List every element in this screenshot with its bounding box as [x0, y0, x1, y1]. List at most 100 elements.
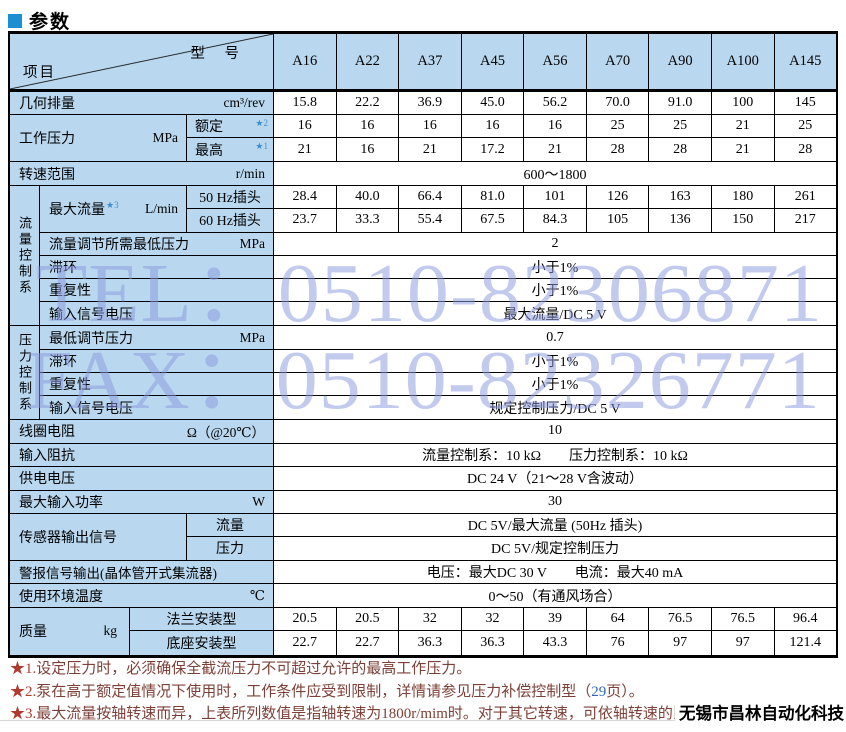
row-pressure-hysteresis: 滞环 小于1%	[40, 349, 836, 373]
row-pressure-min-adjust: 最低调节压力 MPa 0.7	[40, 326, 836, 350]
table-cell: 25	[587, 115, 650, 138]
alarm-output-value: 电压：最大DC 30 V 电流：最大40 mA	[426, 566, 684, 582]
star-icon: ★2.	[10, 683, 37, 700]
flow-hysteresis-label-cell: 滞环	[40, 255, 274, 279]
row-mass-flange: 法兰安装型 20.5 20.5 32 32 39 64 76.5 76.5 96.4	[130, 607, 836, 632]
table-cell: 76	[587, 631, 650, 655]
model-header-cells: A16 A22 A37 A45 A56 A70 A90 A100 A145	[274, 34, 836, 89]
table-cell: 33.3	[337, 208, 400, 232]
table-cell: 15.8	[274, 92, 337, 115]
supply-voltage-label-cell: 供电电压	[10, 467, 274, 490]
ambient-temp-value: 0～50（有通风场合）	[488, 589, 622, 605]
table-cell: 145	[794, 95, 816, 111]
row-flow-hysteresis: 滞环 小于1%	[40, 255, 836, 280]
table-cell: A56	[524, 34, 587, 89]
flow-repeatability-value: 小于1%	[531, 284, 579, 300]
table-cell: 28	[649, 138, 712, 162]
table-cell: 23.7	[274, 208, 337, 232]
table-cell: A45	[462, 34, 525, 89]
row-sensor-pressure: 压力 DC 5V/规定控制压力	[187, 536, 836, 560]
table-cell: 76.5	[712, 607, 775, 631]
table-cell: 22.7	[337, 631, 400, 655]
mass-flange-values: 20.5 20.5 32 32 39 64 76.5 76.5 96.4	[274, 607, 836, 631]
rated-sublabel-cell: 额定 ★2	[187, 115, 274, 138]
table-cell: 22.2	[337, 92, 400, 115]
table-cell: A22	[337, 34, 400, 89]
hz50-sublabel-cell: 50 Hz插头	[187, 185, 274, 208]
table-cell: 67.5	[462, 208, 525, 232]
speed-range-label-cell: 转速范围 r/min	[10, 162, 274, 185]
row-ambient-temp: 使用环境温度 ℃ 0～50（有通风场合）	[10, 584, 836, 608]
table-cell: 25	[798, 118, 813, 134]
row-working-pressure: 工作压力 MPa 额定 ★2 16 16 16 16 16 25 25 21 25 最高 ★1	[10, 115, 836, 163]
table-cell: 84.3	[524, 208, 587, 232]
speed-range-value: 600～1800	[523, 167, 587, 183]
pressure-input-signal-label-cell: 输入信号电压	[40, 396, 274, 420]
sensor-flow-sublabel-cell: 流量	[187, 514, 274, 536]
coil-resistance-label-cell: 线圈电阻 Ω（@20℃）	[10, 420, 274, 443]
hz60-sublabel-cell: 60 Hz插头	[187, 208, 274, 232]
table-cell: 17.2	[462, 138, 525, 162]
row-flow-min-pressure: 流量调节所需最低压力 MPa 2	[40, 232, 836, 256]
row-pressure-max: 最高 ★1 21 16 21 17.2 21 28 28 21 28	[187, 138, 836, 162]
flow-60hz-values: 23.7 33.3 55.4 67.5 84.3 105 136 150 217	[274, 208, 836, 232]
table-cell: 91.0	[649, 92, 712, 115]
row-flow-60hz: 60 Hz插头 23.7 33.3 55.4 67.5 84.3 105 136 150 217	[187, 208, 836, 232]
row-sensor-flow: 流量 DC 5V/最大流量 (50Hz 插头)	[187, 514, 836, 537]
table-cell: 40.0	[337, 185, 400, 208]
max-input-power-value: 30	[548, 493, 562, 509]
coil-resistance-value: 10	[548, 423, 562, 439]
flow-input-signal-label-cell: 输入信号电压	[40, 302, 274, 326]
table-cell: 64	[587, 607, 650, 631]
row-pressure-rated: 额定 ★2 16 16 16 16 16 25 25 21 25	[187, 115, 836, 139]
pressure-repeatability-value: 小于1%	[531, 377, 579, 393]
sensor-pressure-value: DC 5V/规定控制压力	[491, 542, 619, 558]
table-cell: 96.4	[793, 610, 818, 626]
max-input-power-label-cell: 最大输入功率 W	[10, 490, 274, 513]
footnote-3: ★3.最大流量按轴转速而异，上表所列数值是指轴转速为1800r/mim时。对于其…	[10, 706, 688, 722]
max-flow-label-cell: 最大流量★3 L/min	[40, 185, 187, 232]
row-input-impedance: 输入阻抗 流量控制系：10 kΩ 压力控制系：10 kΩ	[10, 443, 836, 468]
table-cell: 261	[794, 188, 816, 204]
table-cell: A37	[399, 34, 462, 89]
footnote-1: ★1.设定压力时，必须确保全截流压力不可超过允许的最高工作压力。	[10, 661, 472, 677]
table-cell: 32	[462, 607, 525, 631]
table-cell: A90	[649, 34, 712, 89]
displacement-values: 15.8 22.2 36.9 45.0 56.2 70.0 91.0 100 145	[274, 92, 836, 115]
table-cell: 16	[462, 115, 525, 138]
page-edge-divider	[0, 720, 846, 721]
table-cell: 21	[524, 138, 587, 162]
table-cell: 22.7	[274, 631, 337, 655]
row-coil-resistance: 线圈电阻 Ω（@20℃） 10	[10, 420, 836, 444]
flow-min-pressure-label-cell: 流量调节所需最低压力 MPa	[40, 232, 274, 255]
pressure-hysteresis-label-cell: 滞环	[40, 349, 274, 372]
table-cell: 121.4	[789, 634, 822, 650]
mass-base-sublabel-cell: 底座安装型	[130, 631, 274, 655]
table-cell: 25	[649, 115, 712, 138]
row-displacement: 几何排量 cm³/rev 15.8 22.2 36.9 45.0 56.2 70.0 91.…	[10, 92, 836, 116]
table-cell: 28.4	[274, 185, 337, 208]
row-max-flow: 最大流量★3 L/min 50 Hz插头 28.4 40.0 66.4 81.0 101…	[40, 185, 836, 233]
table-cell: 28	[798, 141, 813, 157]
table-cell: 56.2	[524, 92, 587, 115]
table-cell: 36.3	[462, 631, 525, 655]
mass-label-cell: 质量 kg	[10, 607, 130, 655]
sensor-output-label-cell: 传感器输出信号	[10, 514, 187, 560]
input-impedance-value: 流量控制系：10 kΩ 压力控制系：10 kΩ	[422, 448, 688, 464]
table-cell: 105	[587, 208, 650, 232]
rated-values: 16 16 16 16 16 25 25 21 25	[274, 115, 836, 138]
table-cell: 20.5	[337, 607, 400, 631]
supply-voltage-value: DC 24 V（21～28 V含波动）	[467, 472, 643, 488]
star2-ref: ★2	[255, 118, 268, 129]
flow-50hz-values: 28.4 40.0 66.4 81.0 101 126 163 180 261	[274, 185, 836, 208]
row-pressure-input-signal: 输入信号电压 规定控制压力/DC 5 V	[40, 396, 836, 420]
table-cell: 32	[399, 607, 462, 631]
table-cell: 150	[712, 208, 775, 232]
pressure-section-vertical-label: 压力控制系	[10, 326, 40, 420]
table-cell: 36.9	[399, 92, 462, 115]
page-reference: 29	[591, 683, 607, 700]
table-cell: 21	[712, 115, 775, 138]
table-cell: A70	[587, 34, 650, 89]
table-cell: 217	[794, 212, 816, 228]
table-cell: 45.0	[462, 92, 525, 115]
